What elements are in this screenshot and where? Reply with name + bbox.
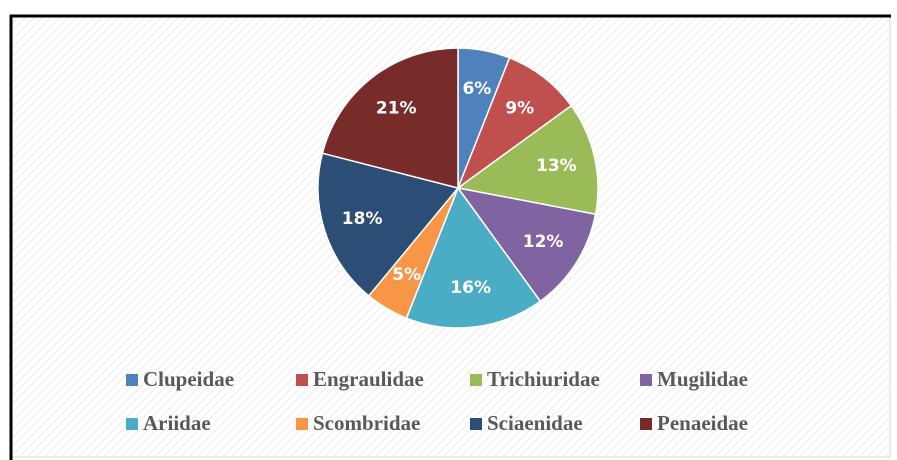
slice — [405, 186, 542, 329]
data-label: 13% — [536, 156, 577, 176]
legend-label: Ariidae — [143, 411, 211, 435]
data-label: 21% — [376, 98, 417, 118]
data-label: 9% — [505, 98, 534, 118]
slice — [456, 56, 573, 191]
slice — [321, 47, 459, 189]
legend-label: Trichiuridae — [487, 367, 600, 391]
legend-swatch — [470, 418, 482, 430]
legend-swatch — [640, 418, 652, 430]
data-label: 12% — [523, 232, 564, 252]
slice — [456, 186, 597, 303]
legend: Clupeidae Engraulidae Trichiuridae Mugilida… — [126, 367, 748, 435]
slice — [317, 152, 460, 297]
legend-swatch — [296, 374, 308, 386]
legend-label: Engraulidae — [313, 367, 424, 391]
data-label: 6% — [462, 79, 491, 99]
legend-label: Scombridae — [313, 411, 420, 435]
slice — [456, 104, 599, 216]
legend-label: Mugilidae — [657, 367, 748, 391]
legend-label: Clupeidae — [143, 367, 234, 391]
data-label: 18% — [342, 209, 383, 229]
legend-label: Penaeidae — [657, 411, 748, 435]
data-label: 16% — [450, 278, 491, 298]
legend-swatch — [296, 418, 308, 430]
pie: 6% 9% 13% 12% 16% 5% 18% 21% — [317, 47, 599, 329]
data-label: 5% — [392, 265, 421, 285]
legend-swatch — [126, 418, 138, 430]
legend-swatch — [470, 374, 482, 386]
legend-swatch — [640, 374, 652, 386]
legend-swatch — [126, 374, 138, 386]
legend-label: Sciaenidae — [487, 411, 583, 435]
